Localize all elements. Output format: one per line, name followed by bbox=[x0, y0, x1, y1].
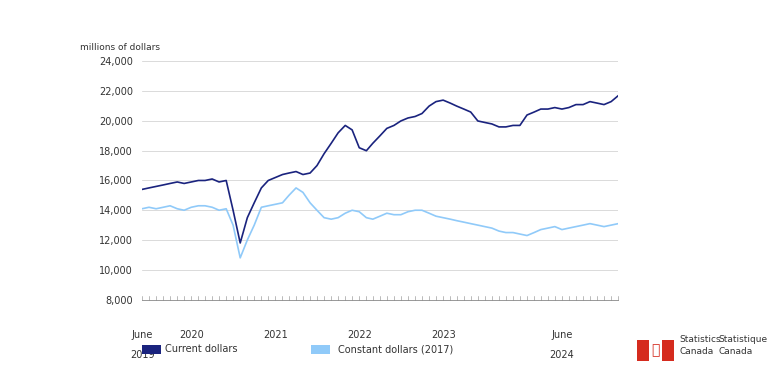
Text: Statistics
Canada: Statistics Canada bbox=[680, 335, 721, 356]
Text: June: June bbox=[551, 331, 573, 341]
Text: 2023: 2023 bbox=[431, 331, 455, 341]
Text: 2021: 2021 bbox=[263, 331, 288, 341]
Text: millions of dollars: millions of dollars bbox=[80, 43, 161, 52]
Text: Constant dollars (2017): Constant dollars (2017) bbox=[338, 344, 453, 354]
Text: 2019: 2019 bbox=[130, 349, 154, 359]
Text: 🍁: 🍁 bbox=[651, 343, 660, 358]
Text: 2022: 2022 bbox=[347, 331, 372, 341]
Text: 2020: 2020 bbox=[179, 331, 204, 341]
Text: June: June bbox=[131, 331, 153, 341]
Text: Current dollars: Current dollars bbox=[165, 344, 237, 354]
Text: Statistique
Canada: Statistique Canada bbox=[718, 335, 767, 356]
Text: 2024: 2024 bbox=[550, 349, 574, 359]
